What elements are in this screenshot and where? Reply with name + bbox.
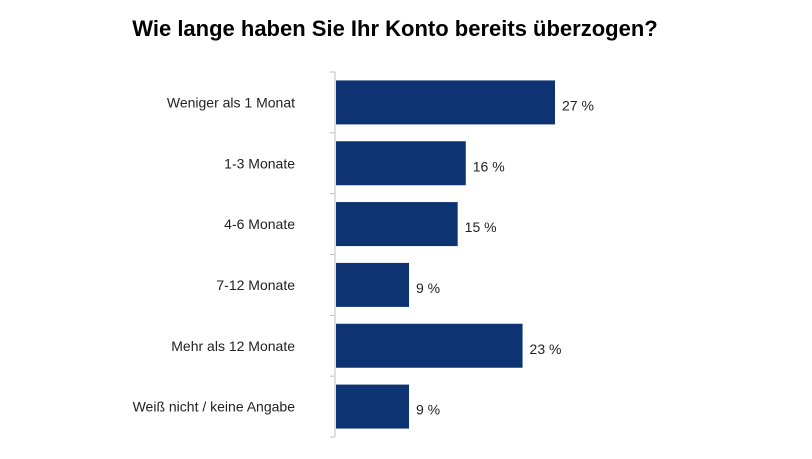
data-label: 9 % — [416, 402, 440, 418]
data-label: 9 % — [416, 280, 440, 296]
category-label: 7-12 Monate — [216, 277, 295, 293]
bar — [336, 384, 409, 429]
bar — [336, 202, 458, 247]
bar — [336, 141, 466, 186]
data-label: 23 % — [530, 341, 562, 357]
chart-title: Wie lange haben Sie Ihr Konto bereits üb… — [132, 16, 658, 41]
bar — [336, 323, 523, 368]
category-label: Mehr als 12 Monate — [171, 338, 295, 354]
category-label: Weniger als 1 Monat — [167, 94, 295, 110]
data-label: 27 % — [562, 97, 594, 113]
data-label: 15 % — [465, 219, 497, 235]
category-label: Weiß nicht / keine Angabe — [133, 399, 296, 415]
category-label: 1-3 Monate — [224, 155, 295, 171]
bar — [336, 80, 555, 125]
bar — [336, 262, 409, 307]
category-label: 4-6 Monate — [224, 216, 295, 232]
data-label: 16 % — [473, 158, 505, 174]
